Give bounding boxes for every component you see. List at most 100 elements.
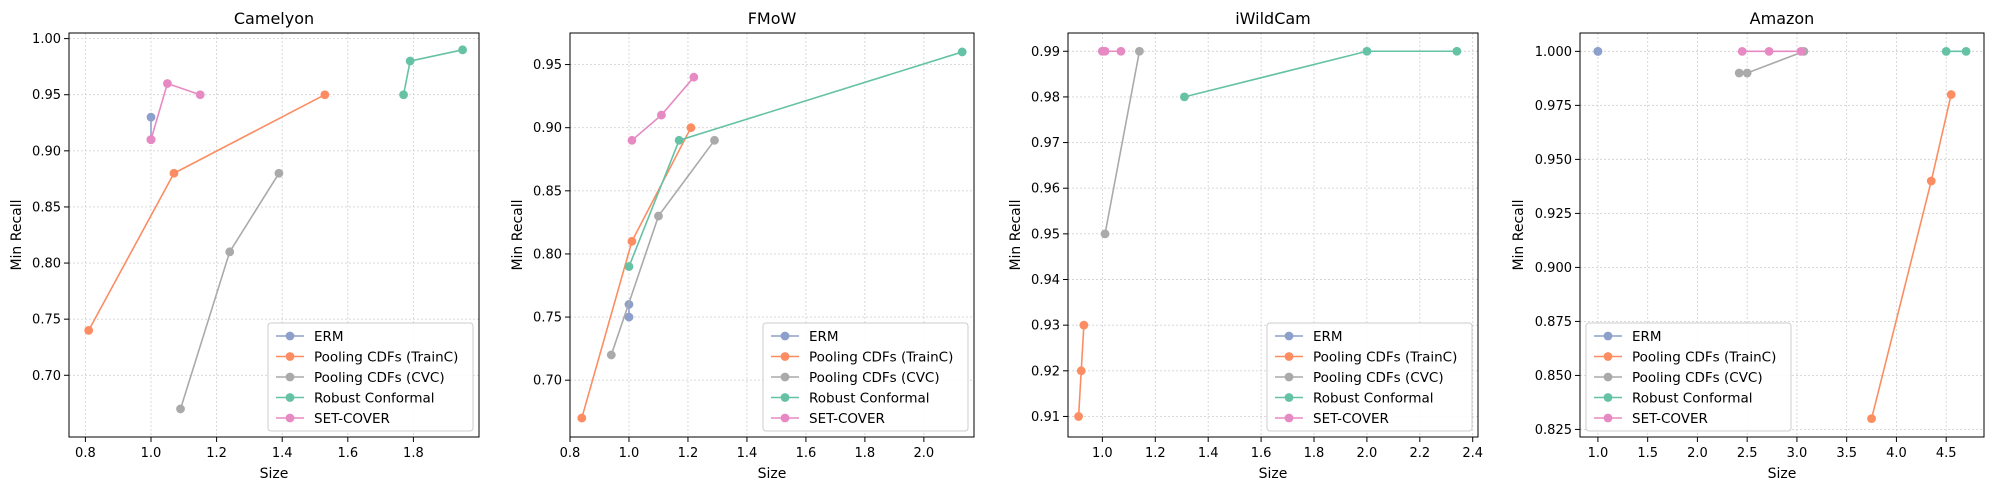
legend-marker — [285, 352, 295, 361]
legend-marker — [1603, 352, 1613, 361]
data-point — [1074, 412, 1083, 421]
legend-label: SET-COVER — [314, 411, 390, 427]
chart-panel-iwildcam: 1.0 1.2 1.4 1.6 1.8 2.0 2.2 2.4 0.91 0.92 0.93 0.94… — [1008, 9, 1483, 482]
legend-box — [762, 322, 969, 432]
data-point — [577, 413, 587, 423]
y-tick-label: 0.99 — [1031, 45, 1060, 60]
x-tick-label: 2.0 — [1357, 446, 1378, 461]
axes-frame — [569, 32, 975, 438]
legend-marker — [1603, 331, 1613, 341]
y-tick-label: 0.70 — [32, 369, 61, 384]
x-tick-label: 2.4 — [1462, 446, 1483, 461]
x-tick-label: 1.0 — [1092, 446, 1113, 461]
x-tick-label: 1.4 — [272, 446, 293, 461]
legend-marker — [1284, 372, 1294, 382]
legend-marker — [780, 372, 790, 382]
legend-label: Robust Conformal — [1632, 391, 1753, 407]
y-tick-label: 0.95 — [533, 58, 562, 73]
data-point — [1100, 229, 1110, 239]
legend: ERM Pooling CDFs (TrainC) Pooling CDFs (CV… — [267, 322, 474, 432]
x-tick-label: 1.0 — [619, 446, 640, 461]
x-axis-label: Size — [1259, 466, 1288, 482]
y-tick-label: 0.75 — [32, 313, 61, 328]
data-point — [163, 79, 172, 88]
data-point — [674, 135, 684, 145]
legend-marker — [1603, 393, 1613, 402]
y-tick-label: 0.85 — [32, 200, 61, 215]
y-tick-label: 0.98 — [1031, 90, 1060, 105]
x-axis-label: Size — [758, 466, 787, 482]
axes-frame — [1067, 32, 1479, 438]
legend-label: ERM — [314, 329, 344, 345]
data-point — [1452, 46, 1462, 56]
legend: ERM Pooling CDFs (TrainC) Pooling CDFs (CV… — [1585, 322, 1792, 432]
x-tick-label: 1.4 — [737, 446, 758, 461]
legend-marker — [1603, 413, 1613, 423]
x-tick-label: 2.2 — [1409, 446, 1430, 461]
y-tick-label: 0.925 — [1535, 207, 1572, 222]
y-axis-label: Min Recall — [9, 199, 25, 270]
chart-panel-fmow: 0.8 1.0 1.2 1.4 1.6 1.8 2.0 0.70 0.75 0.80 0.85 0.9… — [510, 9, 975, 482]
series-line — [87, 94, 326, 331]
data-point — [710, 135, 719, 145]
series-line — [402, 49, 463, 95]
data-point — [657, 110, 666, 120]
legend-label: SET-COVER — [1632, 411, 1708, 427]
data-point — [624, 262, 634, 271]
x-tick-label: 2.0 — [914, 446, 935, 461]
legend-marker — [1284, 352, 1294, 361]
series-line — [179, 172, 280, 410]
series-line — [150, 82, 201, 140]
legend-label: SET-COVER — [1313, 411, 1389, 427]
y-tick-label: 0.75 — [533, 311, 562, 326]
data-point — [84, 325, 94, 335]
data-point — [399, 90, 408, 100]
y-tick-label: 0.96 — [1031, 182, 1060, 197]
x-tick-label: 1.2 — [1145, 446, 1166, 461]
legend-label: Robust Conformal — [809, 391, 930, 407]
legend-marker — [1284, 413, 1294, 423]
axes-frame — [68, 32, 480, 438]
data-point — [1742, 68, 1752, 78]
legend-label: Pooling CDFs (CVC) — [1632, 370, 1763, 386]
legend-marker — [780, 393, 790, 402]
y-tick-label: 0.92 — [1031, 364, 1060, 379]
legend-label: ERM — [1313, 329, 1343, 345]
data-point — [1734, 68, 1744, 78]
x-tick-label: 1.4 — [1198, 446, 1219, 461]
y-tick-label: 0.94 — [1031, 273, 1060, 288]
x-tick-label: 1.6 — [796, 446, 817, 461]
data-point — [957, 47, 967, 57]
data-point — [225, 247, 235, 257]
y-tick-label: 0.91 — [1031, 410, 1060, 425]
data-point — [1926, 176, 1936, 186]
legend-label: Pooling CDFs (TrainC) — [1632, 350, 1776, 366]
data-point — [146, 112, 156, 122]
data-point — [1867, 414, 1876, 424]
chart-title: iWildCam — [1235, 9, 1311, 28]
chart-panel-amazon: 1.0 1.5 2.0 2.5 3.0 3.5 4.0 4.5 0.825 0.850 0.875 0… — [1511, 9, 1985, 482]
y-tick-label: 0.825 — [1535, 423, 1572, 438]
data-point — [1961, 46, 1971, 56]
series-line — [1870, 94, 1952, 419]
y-tick-label: 0.95 — [32, 88, 61, 103]
legend-marker — [285, 372, 295, 382]
data-point — [1362, 46, 1372, 56]
x-tick-label: 4.5 — [1936, 446, 1957, 461]
y-tick-label: 0.950 — [1535, 153, 1572, 168]
y-axis-label: Min Recall — [1511, 199, 1527, 270]
x-tick-label: 4.0 — [1886, 446, 1907, 461]
legend-marker — [285, 331, 295, 341]
series-line — [610, 139, 716, 356]
x-tick-label: 1.0 — [1588, 446, 1609, 461]
data-point — [274, 168, 284, 178]
legend-label: Pooling CDFs (TrainC) — [1313, 350, 1457, 366]
data-point — [1764, 46, 1774, 56]
axes-frame — [1579, 32, 1985, 438]
y-axis-label: Min Recall — [1008, 199, 1024, 270]
series-line — [1184, 50, 1457, 98]
y-tick-label: 0.80 — [32, 257, 61, 272]
x-tick-label: 1.8 — [403, 446, 424, 461]
chart-title: Amazon — [1750, 9, 1815, 28]
